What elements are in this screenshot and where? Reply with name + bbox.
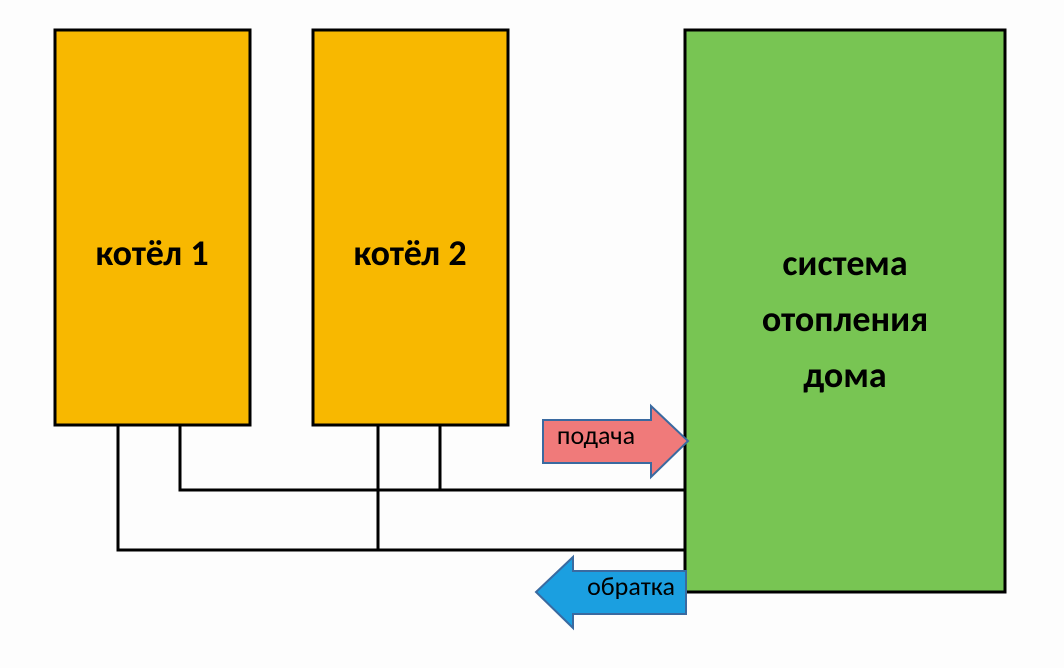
box-system: система отопления дома (685, 30, 1005, 592)
box-boiler2-label: котёл 2 (353, 231, 466, 275)
box-boiler1-label: котёл 1 (95, 231, 208, 275)
box-boiler1: котёл 1 (55, 30, 250, 425)
box-boiler2: котёл 2 (313, 30, 508, 425)
box-system-label: система (782, 241, 907, 285)
arrow-supply-label: подача (557, 419, 635, 451)
arrow-return: обратка (536, 557, 686, 628)
arrow-supply: подача (543, 406, 688, 477)
arrow-return-label: обратка (587, 570, 675, 602)
box-system-label: дома (803, 353, 886, 397)
box-system-label: отопления (762, 297, 928, 341)
